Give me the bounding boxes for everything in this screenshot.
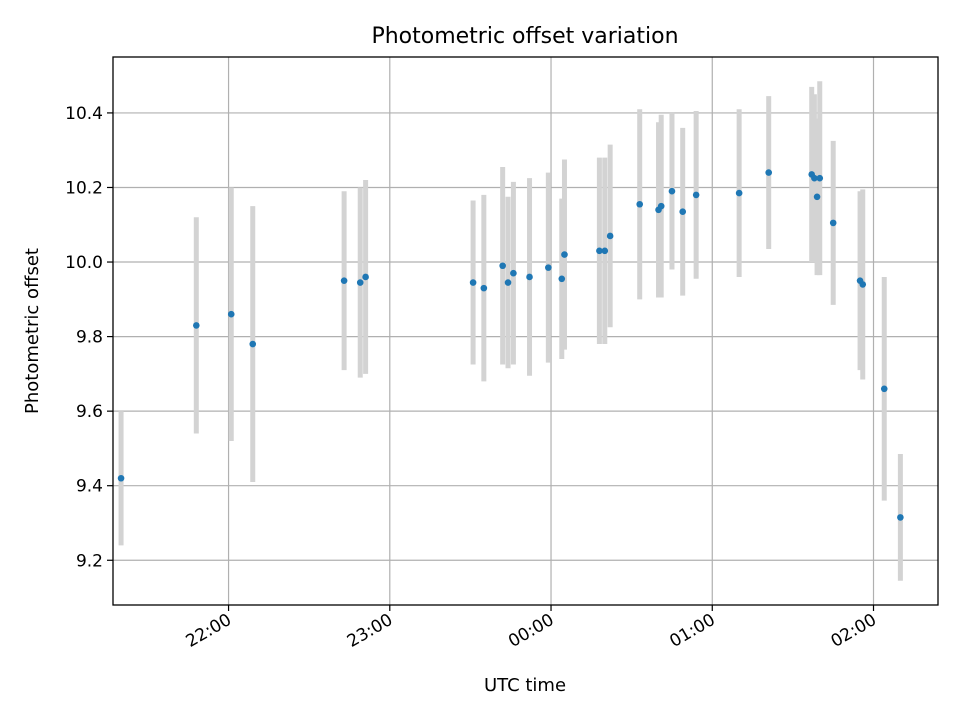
y-tick-label: 9.8 <box>76 328 103 348</box>
y-axis-label: Photometric offset <box>22 248 43 414</box>
data-point <box>813 193 821 201</box>
data-point <box>193 322 200 329</box>
data-point <box>558 275 566 283</box>
plot-area-frame <box>112 56 939 606</box>
error-bars <box>118 81 903 581</box>
data-point <box>340 277 348 284</box>
y-axis: 9.2 9.4 9.6 9.8 10.0 10.2 10.4 <box>65 104 113 571</box>
data-point <box>668 187 676 195</box>
data-point <box>606 232 614 240</box>
data-point <box>596 247 603 255</box>
data-point <box>504 279 512 286</box>
data-point <box>829 219 837 227</box>
x-axis: 22:00 23:00 00:00 01:00 02:00 <box>183 605 880 652</box>
y-tick-label: 9.2 <box>76 551 103 571</box>
chart-title: Photometric offset variation <box>371 24 678 49</box>
data-point <box>816 174 824 182</box>
data-point <box>545 264 552 271</box>
data-point <box>362 273 369 281</box>
x-axis-label: UTC time <box>484 675 566 696</box>
x-tick-label: 00:00 <box>505 610 557 652</box>
data-point <box>117 474 125 482</box>
data-point <box>811 174 818 182</box>
y-tick-label: 9.4 <box>76 477 103 497</box>
data-point <box>859 281 867 288</box>
y-tick-label: 9.6 <box>76 402 103 422</box>
y-tick-label: 10.4 <box>65 104 103 124</box>
data-point <box>601 247 609 255</box>
data-point <box>249 340 257 348</box>
data-point <box>480 284 488 292</box>
data-point <box>469 279 477 286</box>
data-point <box>735 189 743 197</box>
data-point <box>227 310 235 318</box>
x-tick-label: 01:00 <box>666 610 718 652</box>
data-point <box>356 279 364 286</box>
data-point <box>499 262 506 270</box>
data-point <box>880 385 888 393</box>
data-point <box>526 273 533 281</box>
data-point <box>765 169 773 176</box>
x-tick-label: 23:00 <box>344 610 396 652</box>
data-point <box>657 202 665 210</box>
x-tick-label: 02:00 <box>828 610 880 652</box>
data-point <box>679 208 687 216</box>
y-tick-label: 10.0 <box>65 253 103 273</box>
data-point <box>692 191 700 199</box>
y-tick-label: 10.2 <box>65 178 103 198</box>
data-point <box>897 514 904 521</box>
data-points <box>117 169 904 521</box>
data-point <box>636 200 644 208</box>
x-tick-label: 22:00 <box>183 610 235 652</box>
data-point <box>510 269 517 277</box>
data-point <box>561 251 568 258</box>
